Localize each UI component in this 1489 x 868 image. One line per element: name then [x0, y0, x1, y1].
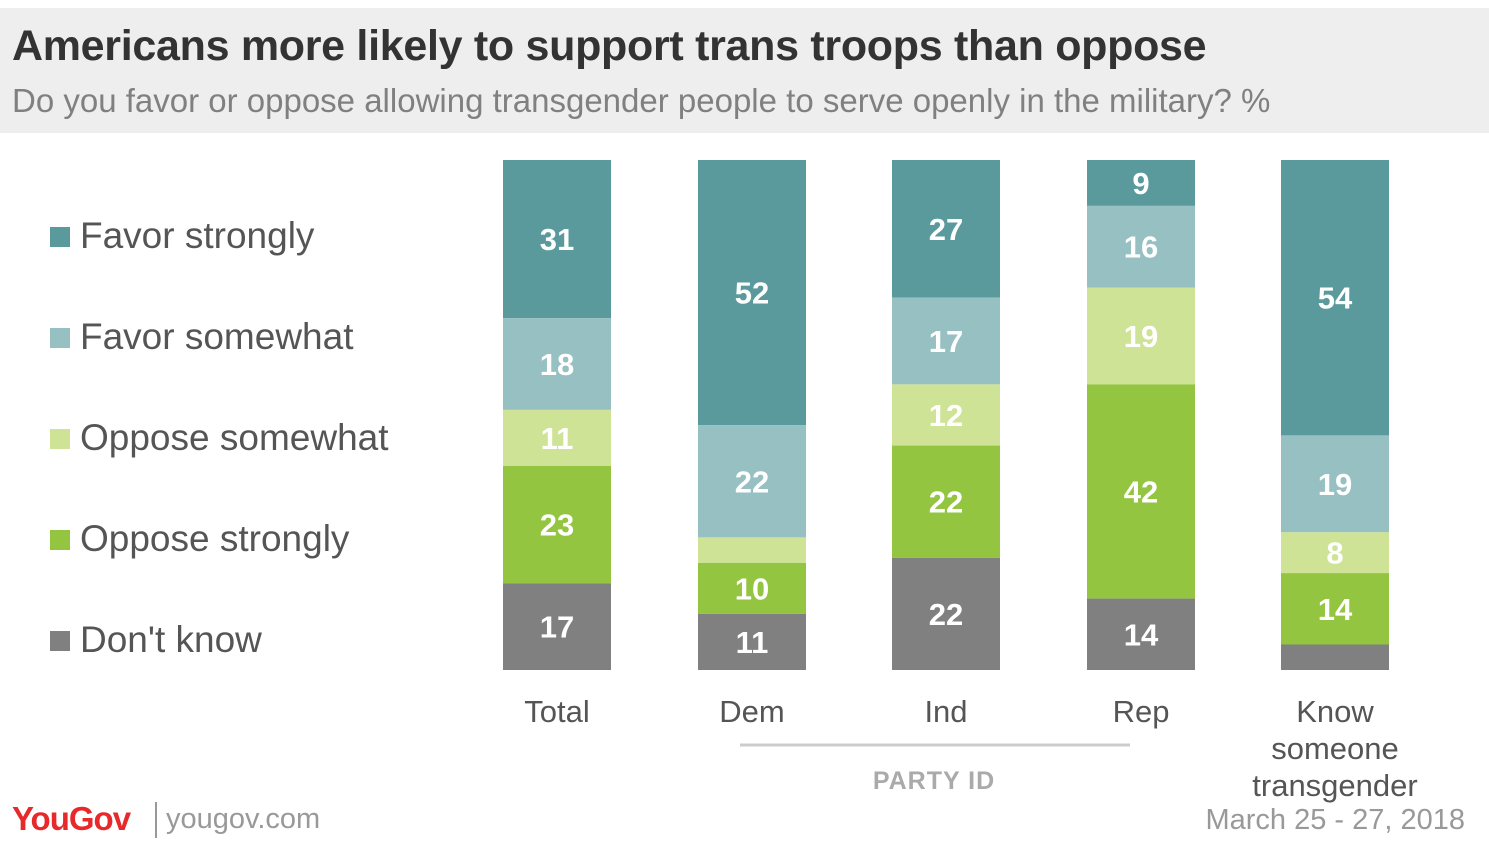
- x-tick-label-know-someone-transgender: Know someone transgender: [1252, 694, 1417, 803]
- bar-segment-ind-don-t-know: [892, 557, 1000, 670]
- bar-segment-dem-favor-strongly: [698, 160, 806, 426]
- legend-label: Favor strongly: [80, 215, 315, 256]
- chart-title: Americans more likely to support trans t…: [12, 22, 1207, 70]
- bar-segment-rep-favor-somewhat: [1087, 205, 1195, 288]
- bar-segment-rep-oppose-somewhat: [1087, 287, 1195, 385]
- bar-segment-ind-favor-somewhat: [892, 297, 1000, 385]
- bar-segment-total-favor-strongly: [503, 160, 611, 319]
- bar-segment-total-favor-somewhat: [503, 318, 611, 410]
- x-tick-label-ind: Ind: [924, 694, 967, 729]
- bar-segment-total-oppose-strongly: [503, 466, 611, 584]
- bar-segment-know-someone-transgender-oppose-somewhat: [1281, 532, 1389, 574]
- data-label-total-oppose-strongly: 23: [540, 508, 574, 543]
- data-label-total-don-t-know: 17: [540, 610, 574, 645]
- bar-segment-dem-favor-somewhat: [698, 425, 806, 538]
- legend-label: Oppose somewhat: [80, 417, 389, 458]
- bar-segment-dem-oppose-strongly: [698, 562, 806, 614]
- data-label-rep-oppose-strongly: 42: [1124, 475, 1158, 510]
- bar-segment-ind-oppose-somewhat: [892, 384, 1000, 446]
- bar-segment-know-someone-transgender-don-t-know: [1281, 644, 1389, 670]
- yougov-logo: YouGov: [12, 800, 131, 837]
- data-label-know-someone-transgender-oppose-strongly: 14: [1318, 592, 1353, 627]
- bar-segment-rep-favor-strongly: [1087, 160, 1195, 206]
- data-label-ind-oppose-strongly: 22: [929, 485, 963, 520]
- bar-segment-total-oppose-somewhat: [503, 409, 611, 466]
- bar-segment-know-someone-transgender-oppose-strongly: [1281, 573, 1389, 645]
- bar-segment-dem-oppose-somewhat: [698, 537, 806, 563]
- data-label-dem-favor-somewhat: 22: [735, 464, 769, 499]
- data-label-rep-don-t-know: 14: [1124, 617, 1159, 652]
- x-tick-label-dem: Dem: [719, 694, 784, 729]
- legend-swatch: [50, 429, 70, 449]
- data-label-know-someone-transgender-favor-strongly: 54: [1318, 281, 1353, 316]
- data-label-dem-don-t-know: 11: [736, 625, 769, 660]
- data-label-total-favor-somewhat: 18: [540, 347, 574, 382]
- legend-label: Oppose strongly: [80, 518, 350, 559]
- data-label-know-someone-transgender-oppose-somewhat: 8: [1326, 536, 1343, 571]
- bar-segment-total-don-t-know: [503, 583, 611, 670]
- data-label-ind-oppose-somewhat: 12: [929, 398, 963, 433]
- party-id-label: PARTY ID: [873, 767, 995, 795]
- bar-segment-ind-favor-strongly: [892, 160, 1000, 298]
- data-label-dem-favor-strongly: 52: [735, 276, 769, 311]
- chart-subtitle: Do you favor or oppose allowing transgen…: [12, 82, 1271, 119]
- legend-label: Favor somewhat: [80, 316, 354, 357]
- bar-segment-know-someone-transgender-favor-strongly: [1281, 160, 1389, 436]
- data-label-rep-oppose-somewhat: 19: [1124, 319, 1158, 354]
- data-label-dem-oppose-strongly: 10: [735, 571, 769, 606]
- bar-segment-ind-oppose-strongly: [892, 445, 1000, 558]
- data-label-total-oppose-somewhat: 11: [541, 421, 574, 456]
- x-tick-label-rep: Rep: [1113, 694, 1170, 729]
- data-label-ind-favor-strongly: 27: [929, 212, 963, 247]
- data-label-rep-favor-strongly: 9: [1132, 166, 1149, 201]
- footer-divider: [155, 802, 157, 838]
- legend-swatch: [50, 227, 70, 247]
- bar-segment-know-someone-transgender-favor-somewhat: [1281, 435, 1389, 533]
- footer-site[interactable]: yougov.com: [166, 803, 321, 835]
- legend-swatch: [50, 631, 70, 651]
- bar-segment-dem-don-t-know: [698, 613, 806, 670]
- data-label-ind-favor-somewhat: 17: [929, 324, 963, 359]
- data-label-know-someone-transgender-favor-somewhat: 19: [1318, 467, 1352, 502]
- bar-segment-rep-oppose-strongly: [1087, 384, 1195, 599]
- x-tick-label-total: Total: [524, 694, 589, 729]
- bar-segment-rep-don-t-know: [1087, 598, 1195, 670]
- header-band: Americans more likely to support trans t…: [0, 8, 1489, 133]
- legend-swatch: [50, 530, 70, 550]
- legend-label: Don't know: [80, 619, 262, 660]
- data-label-rep-favor-somewhat: 16: [1124, 230, 1158, 265]
- footer-date: March 25 - 27, 2018: [1205, 804, 1465, 836]
- legend-swatch: [50, 328, 70, 348]
- data-label-total-favor-strongly: 31: [540, 222, 574, 257]
- data-label-ind-don-t-know: 22: [929, 597, 963, 632]
